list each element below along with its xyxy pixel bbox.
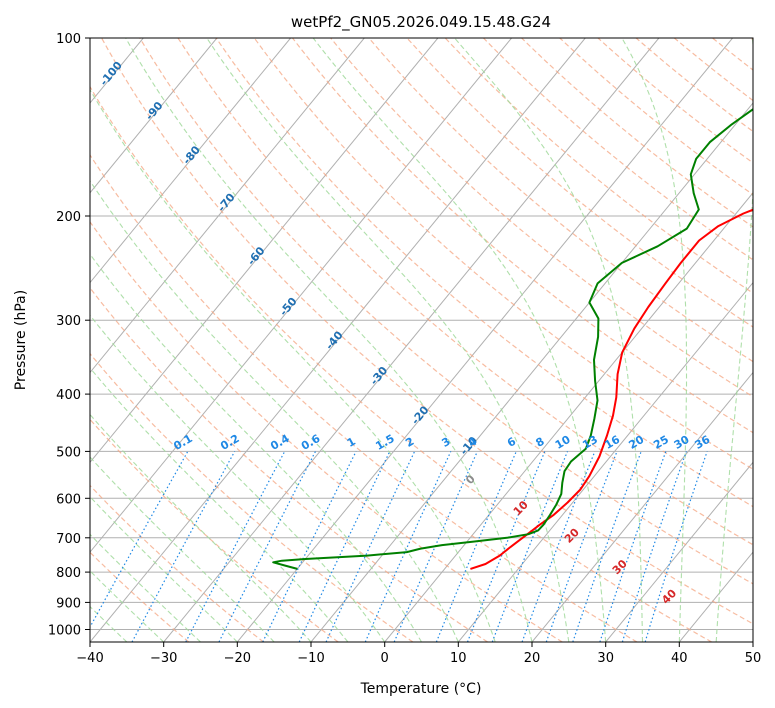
moist-adiabat-line	[90, 533, 201, 642]
isotherm-gridline	[90, 38, 512, 553]
y-tick-label: 600	[56, 492, 81, 507]
mixing-ratio-line	[621, 451, 687, 642]
x-tick-label: −10	[297, 651, 324, 666]
mixing-ratio-line	[90, 451, 189, 629]
mixing-ratio-line	[491, 451, 569, 642]
mixing-ratio-line	[644, 451, 708, 642]
dry-adiabat-line	[406, 38, 753, 328]
isotherm-gridline	[90, 38, 291, 284]
dry-adiabat-line	[90, 352, 414, 642]
y-tick-label: 800	[56, 566, 81, 581]
dry-adiabat-line	[90, 286, 488, 642]
dry-adiabat-line	[215, 38, 753, 508]
isotherm-gridline	[236, 38, 733, 642]
x-tick-label: 40	[671, 651, 688, 666]
moist-adiabat-line	[90, 456, 275, 642]
moist-adiabat-line	[454, 38, 644, 642]
dry-adiabat-line	[292, 38, 753, 434]
moist-adiabat-line	[90, 314, 386, 642]
temperature-profile	[470, 208, 753, 570]
y-tick-label: 200	[56, 210, 81, 225]
moist-adiabat-line	[206, 38, 570, 642]
moist-adiabat-line	[90, 180, 459, 642]
dry-adiabat-line	[177, 38, 753, 546]
mixing-ratio-line	[131, 451, 236, 642]
dry-adiabat-line	[90, 484, 264, 642]
moist-adiabat-line	[715, 38, 753, 642]
dry-adiabat-line	[90, 153, 638, 642]
moist-adiabat-line	[90, 88, 496, 642]
y-axis-label: Pressure (hPa)	[13, 290, 29, 390]
dry-adiabat-line	[101, 38, 753, 625]
x-tick-label: 20	[524, 651, 541, 666]
y-tick-label: 500	[56, 445, 81, 460]
mixing-ratio-line	[572, 451, 642, 642]
x-tick-label: −40	[76, 651, 103, 666]
x-tick-label: −20	[224, 651, 251, 666]
mixing-ratio-line	[364, 451, 452, 642]
moist-adiabat-line	[90, 495, 238, 642]
x-tick-label: 30	[597, 651, 614, 666]
mixing-ratio-line	[466, 451, 546, 642]
dry-adiabat-line	[444, 38, 753, 294]
dry-adiabat-line	[90, 418, 339, 642]
y-tick-label: 300	[56, 314, 81, 329]
y-tick-label: 900	[56, 596, 81, 611]
mixing-ratio-line	[393, 451, 478, 642]
x-tick-label: 50	[745, 651, 762, 666]
x-axis-label: Temperature (°C)	[360, 681, 482, 697]
isotherm-gridline	[605, 461, 753, 642]
isotherm-gridline	[90, 38, 439, 464]
y-tick-label: 100	[56, 32, 81, 47]
x-tick-label: 10	[450, 651, 467, 666]
moist-adiabat-line	[125, 38, 533, 642]
mixing-ratio-line	[218, 451, 317, 642]
moist-adiabat-line	[90, 253, 422, 642]
isotherm-gridline	[90, 38, 586, 642]
dry-adiabat-line	[139, 38, 753, 585]
y-tick-label: 1000	[48, 624, 81, 639]
mixing-ratio-line	[435, 451, 517, 642]
isotherm-gridline	[163, 38, 660, 642]
mixing-ratio-line	[599, 451, 667, 642]
dry-adiabat-line	[90, 551, 190, 642]
x-tick-label: −30	[150, 651, 177, 666]
isotherm-gridline	[90, 38, 218, 194]
x-tick-label: 0	[381, 651, 389, 666]
moist-adiabat-line	[90, 413, 312, 642]
isotherm-gridline	[531, 371, 753, 642]
dry-adiabat-line	[90, 220, 563, 642]
dewpoint-profile	[272, 108, 753, 570]
dry-adiabat-line	[90, 85, 712, 642]
plot-frame	[89, 37, 754, 643]
moist-adiabat-line	[621, 38, 688, 642]
y-tick-label: 700	[56, 532, 81, 547]
chart-title: wetPf2_GN05.2026.049.15.48.G24	[291, 13, 551, 32]
moist-adiabat-line	[312, 38, 607, 642]
mixing-ratio-line	[545, 451, 618, 642]
mixing-ratio-line	[521, 451, 596, 642]
y-tick-label: 400	[56, 388, 81, 403]
isotherm-gridline	[457, 281, 753, 642]
